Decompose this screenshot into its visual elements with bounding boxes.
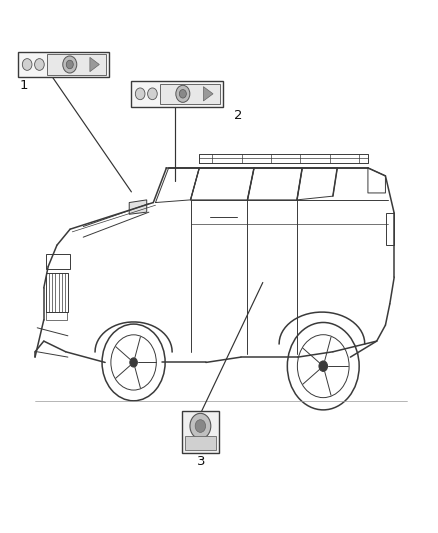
Polygon shape [203,87,213,101]
Text: 2: 2 [234,109,243,122]
Polygon shape [90,58,99,71]
Circle shape [179,90,186,98]
Circle shape [176,85,190,102]
Bar [18,52,109,77]
Circle shape [135,88,145,100]
Text: 3: 3 [197,455,206,467]
Circle shape [319,361,328,372]
Polygon shape [129,200,147,214]
Bar [46,312,67,320]
Bar [185,437,216,450]
Bar [46,254,70,269]
Circle shape [130,358,138,367]
Bar [47,54,106,75]
Bar [160,84,220,104]
Circle shape [63,56,77,73]
Circle shape [35,59,44,70]
Circle shape [148,88,157,100]
Circle shape [22,59,32,70]
Circle shape [190,414,211,439]
Circle shape [195,419,205,432]
Bar [182,411,219,453]
Bar [386,213,394,245]
Text: 1: 1 [20,79,28,92]
Circle shape [66,60,73,69]
Bar [131,81,223,107]
